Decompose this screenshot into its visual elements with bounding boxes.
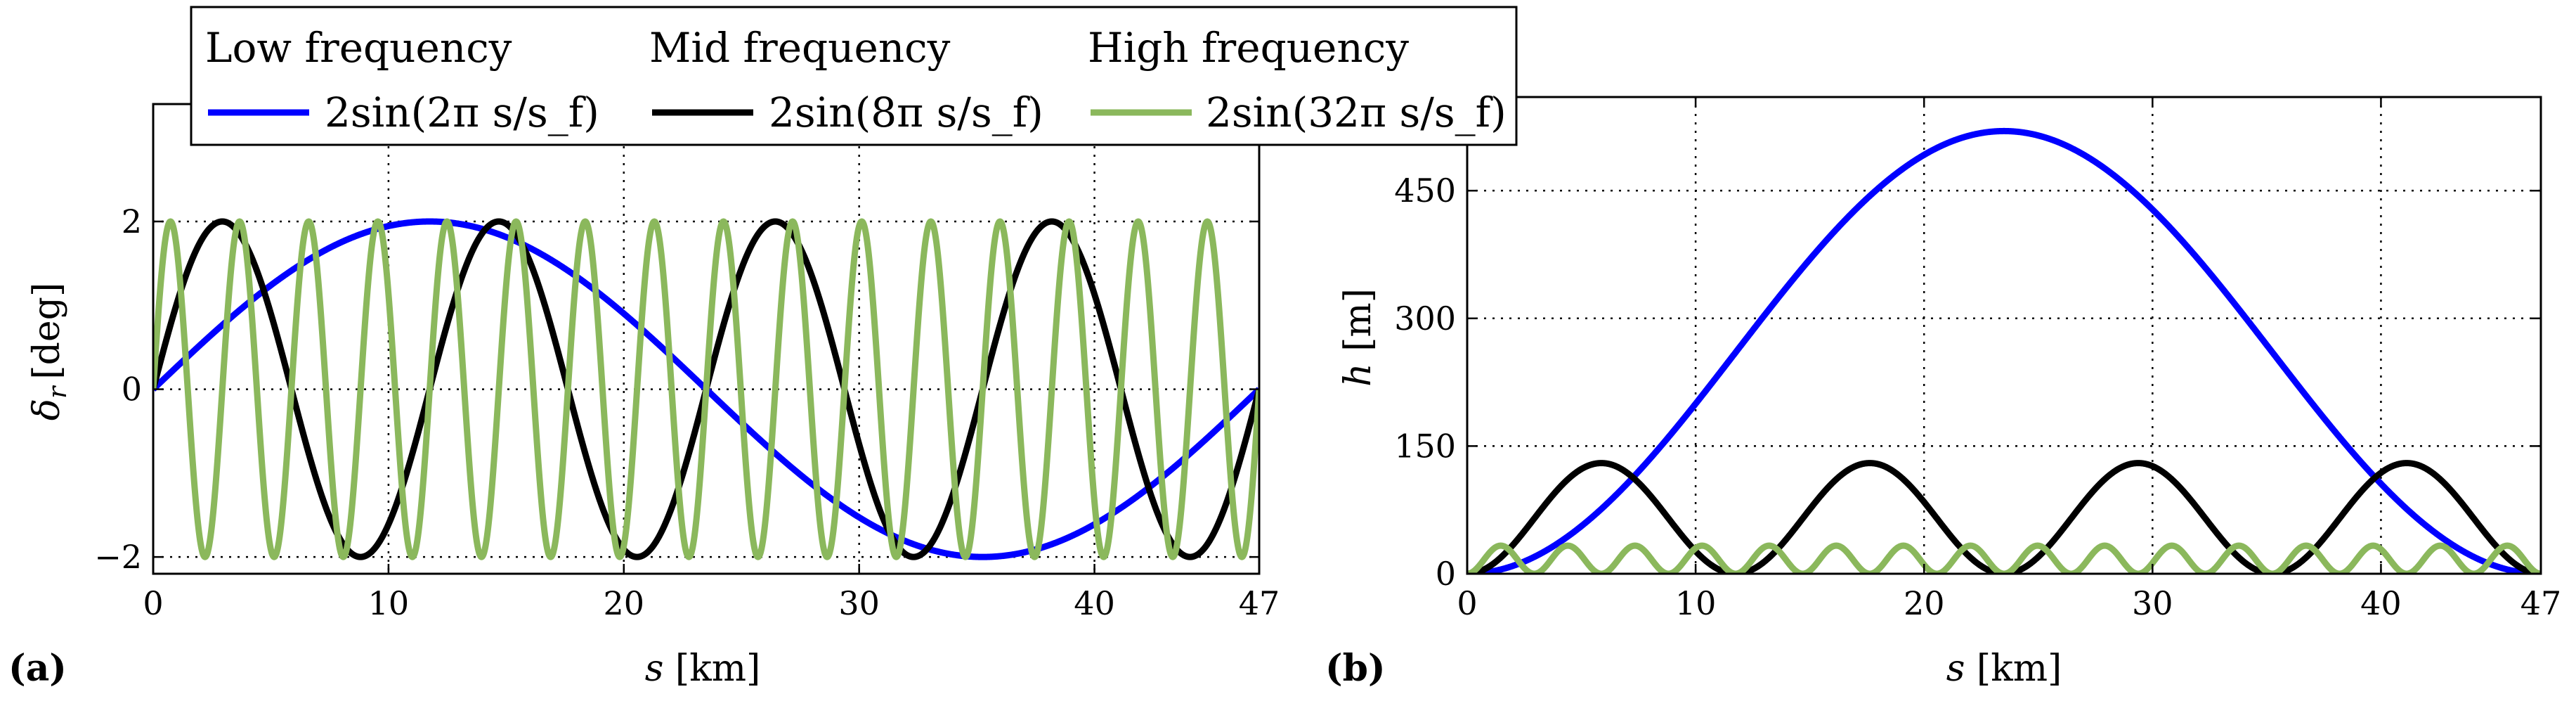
panel-a-ylabel-unit: [deg] xyxy=(26,283,68,380)
panel-b-xtick-label: 40 xyxy=(2360,584,2402,622)
legend-name-high: High frequency xyxy=(1088,24,1409,72)
panel-b-xtick-label: 10 xyxy=(1675,584,1717,622)
panel-a-ylabel: δr [deg] xyxy=(26,283,72,420)
panel-a-ytick-label: 0 xyxy=(122,371,142,409)
legend-formula-low: 2sin(2π s/s_f) xyxy=(325,89,599,136)
panel-a-ytick-label: −2 xyxy=(94,538,142,576)
panel-b-ylabel-var: h xyxy=(1337,363,1379,387)
panel-a-label: (a) xyxy=(8,647,67,690)
legend-box xyxy=(190,6,1518,146)
panel-b-ylabel: h [m] xyxy=(1337,288,1379,387)
panel-b-axes-box xyxy=(1466,96,2542,575)
panel-a-xtick-label: 20 xyxy=(604,584,645,622)
legend: Low frequency Mid frequency High frequen… xyxy=(190,6,1518,146)
panel-b-ticks: 0 10 20 30 40 47 0 150 300 450 xyxy=(1394,97,2561,622)
panel-a-series-high xyxy=(153,218,1259,560)
panel-b: 0 10 20 30 40 47 0 150 300 450 (b) s [km] h [m] xyxy=(1325,96,2561,690)
panel-b-ytick-label: 150 xyxy=(1394,427,1456,465)
panel-b-ytick-label: 450 xyxy=(1394,172,1456,210)
panel-a-ylabel-var: δ xyxy=(26,399,68,420)
legend-formula-mid: 2sin(8π s/s_f) xyxy=(769,89,1043,136)
panel-a-xlabel-var: s xyxy=(645,648,664,690)
panel-a-xtick-label: 30 xyxy=(838,584,880,622)
panel-a-xtick-label: 40 xyxy=(1074,584,1115,622)
panel-b-plot-area xyxy=(1467,127,2541,574)
panel-b-xlabel-var: s xyxy=(1946,648,1965,690)
panel-b-series-low xyxy=(1467,127,2541,574)
panel-a: 0 10 20 30 40 47−202 (a) s [km] δr[deg] xyxy=(8,103,1280,690)
panel-a-xtick-label: 10 xyxy=(368,584,410,622)
panel-b-xtick-label: 20 xyxy=(1904,584,1945,622)
panel-b-ylabel-unit: [m] xyxy=(1337,288,1379,352)
panel-b-xtick-label: 30 xyxy=(2132,584,2173,622)
panel-b-xtick-label: 0 xyxy=(1457,584,1477,622)
panel-b-label: (b) xyxy=(1325,647,1386,690)
panel-b-ytick-label: 300 xyxy=(1394,300,1456,338)
panel-a-xtick-label: 47 xyxy=(1239,584,1280,622)
panel-b-xlabel: s [km] xyxy=(1946,648,2062,690)
panel-b-ytick-label: 0 xyxy=(1436,555,1456,593)
panel-a-ylabel-sub: r xyxy=(44,385,72,399)
panel-b-series-mid xyxy=(1467,460,2541,574)
panel-a-ytick-label: 2 xyxy=(122,202,142,240)
legend-name-mid: Mid frequency xyxy=(649,24,951,72)
panel-a-xtick-label: 0 xyxy=(143,584,163,622)
panel-a-plot-area xyxy=(153,218,1259,560)
panel-b-xlabel-unit: [km] xyxy=(1977,648,2062,690)
panel-b-xtick-label: 47 xyxy=(2520,584,2562,622)
legend-formula-high: 2sin(32π s/s_f) xyxy=(1206,89,1507,136)
panel-a-ticks: 0 10 20 30 40 47−202 xyxy=(94,104,1280,622)
panel-b-grid xyxy=(1467,97,2541,574)
panel-a-xlabel: s [km] xyxy=(645,648,761,690)
legend-name-low: Low frequency xyxy=(205,24,512,72)
panel-b-series-high xyxy=(1467,542,2541,574)
panel-a-xlabel-unit: [km] xyxy=(675,648,760,690)
